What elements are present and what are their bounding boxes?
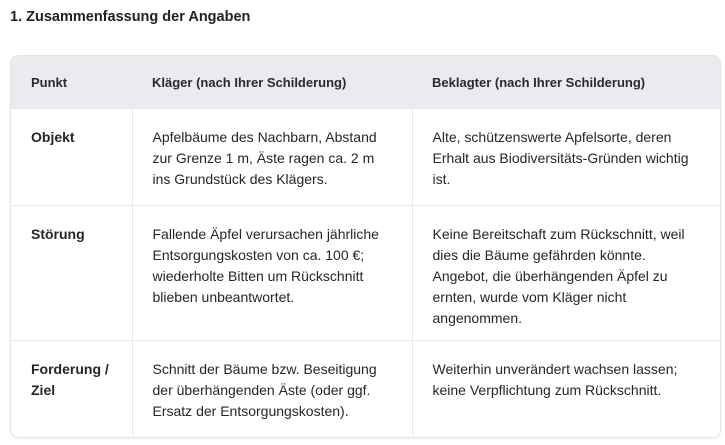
table-row: Störung Fallende Äpfel verursachen jährl…	[11, 205, 720, 341]
beklagter-cell: Weiterhin unverändert wachsen lassen; ke…	[411, 340, 720, 437]
header-punkt: Punkt	[11, 56, 132, 109]
klaeger-cell: Schnitt der Bäume bzw. Beseitigung der ü…	[131, 340, 412, 437]
klaeger-cell: Fallende Äpfel verursachen jährliche Ent…	[131, 205, 412, 341]
klaeger-cell: Apfelbäume des Nachbarn, Abstand zur Gre…	[131, 108, 412, 206]
row-label: Störung	[11, 205, 132, 341]
summary-table: Punkt Kläger (nach Ihrer Schilderung) Be…	[10, 55, 721, 438]
table-header-row: Punkt Kläger (nach Ihrer Schilderung) Be…	[11, 56, 720, 109]
table-row: Forderung / Ziel Schnitt der Bäume bzw. …	[11, 340, 720, 437]
row-label: Objekt	[11, 108, 132, 206]
table-row: Objekt Apfelbäume des Nachbarn, Abstand …	[11, 108, 720, 206]
beklagter-cell: Alte, schützenswerte Apfelsorte, deren E…	[411, 108, 720, 206]
section-title: 1. Zusammenfassung der Angaben	[10, 9, 251, 25]
beklagter-cell: Keine Bereitschaft zum Rückschnitt, weil…	[411, 205, 720, 341]
header-klaeger: Kläger (nach Ihrer Schilderung)	[132, 56, 412, 109]
header-beklagter: Beklagter (nach Ihrer Schilderung)	[412, 56, 720, 109]
row-label: Forderung / Ziel	[11, 340, 132, 437]
